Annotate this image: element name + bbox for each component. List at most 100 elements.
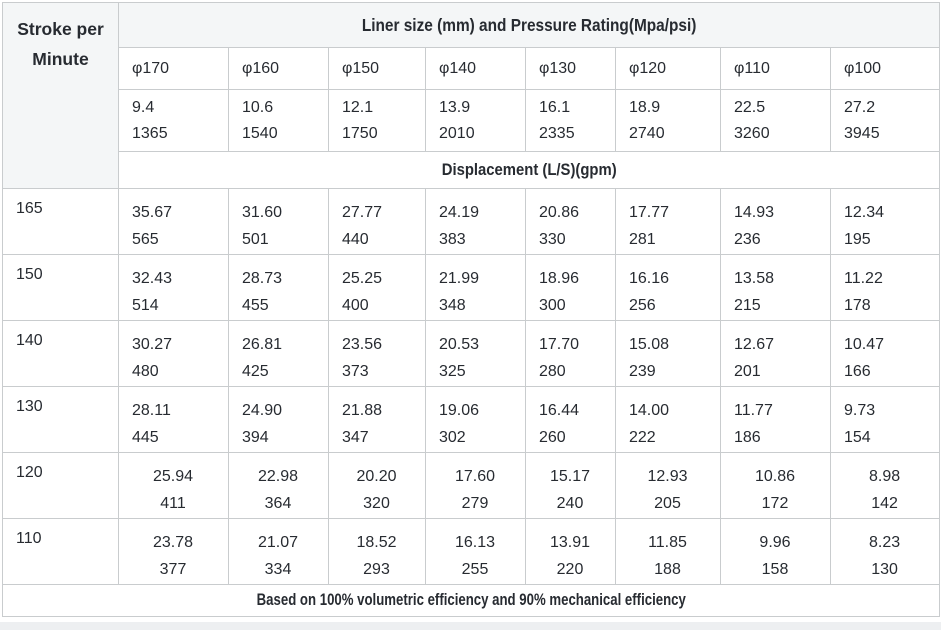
displacement-gpm: 383 xyxy=(439,231,466,248)
pressure-psi: 3945 xyxy=(844,124,880,142)
pressure-psi: 2740 xyxy=(629,124,665,142)
displacement-gpm: 480 xyxy=(132,363,159,380)
displacement-cell: 24.19 383 xyxy=(425,188,526,255)
stroke-value: 165 xyxy=(2,188,119,255)
efficiency-note: Based on 100% volumetric efficiency and … xyxy=(1,584,941,617)
displacement-cell: 13.91 220 xyxy=(525,518,616,585)
liner-size-row: φ170 φ160 φ150 φ140 φ130 φ120 φ110 φ100 xyxy=(3,47,941,90)
displacement-lps: 15.17 xyxy=(549,468,591,485)
pressure-mpa: 22.5 xyxy=(734,98,766,116)
pump-displacement-table: Stroke per Minute Liner size (mm) and Pr… xyxy=(1,2,941,617)
displacement-lps: 31.60 xyxy=(242,204,283,221)
displacement-gpm: 142 xyxy=(871,495,898,512)
displacement-cell: 21.99 348 xyxy=(425,254,526,321)
pressure-psi: 1750 xyxy=(342,124,378,142)
displacement-cell: 20.53 325 xyxy=(425,320,526,387)
displacement-header: Displacement (L/S)(gpm) xyxy=(117,151,941,189)
displacement-gpm: 188 xyxy=(654,561,681,578)
pressure-mpa: 9.4 xyxy=(132,98,155,116)
displacement-cell: 19.06 302 xyxy=(425,386,526,453)
displacement-lps: 23.56 xyxy=(342,336,383,353)
pressure-mpa: 12.1 xyxy=(342,98,374,116)
pressure-mpa: 13.9 xyxy=(439,98,471,116)
pressure-psi: 1365 xyxy=(132,124,168,142)
displacement-lps: 18.52 xyxy=(356,534,397,551)
displacement-gpm: 222 xyxy=(629,429,656,446)
displacement-gpm: 514 xyxy=(132,297,159,314)
displacement-lps: 21.99 xyxy=(439,270,480,287)
displacement-lps: 21.07 xyxy=(257,534,299,551)
displacement-lps: 25.94 xyxy=(152,468,194,485)
displacement-cell: 11.22 178 xyxy=(829,254,941,321)
displacement-cell: 28.73 455 xyxy=(228,254,329,321)
displacement-cell: 20.20 320 xyxy=(328,452,426,519)
displacement-gpm: 166 xyxy=(844,363,871,380)
displacement-gpm: 348 xyxy=(439,297,466,314)
pressure-psi: 2335 xyxy=(539,124,575,142)
displacement-cell: 35.67 565 xyxy=(118,188,229,255)
displacement-lps: 35.67 xyxy=(132,204,173,221)
displacement-cell: 16.16 256 xyxy=(615,254,721,321)
displacement-lps: 11.85 xyxy=(648,534,687,551)
displacement-gpm: 280 xyxy=(539,363,566,380)
displacement-cell: 23.56 373 xyxy=(328,320,426,387)
displacement-gpm: 293 xyxy=(363,561,390,578)
displacement-lps: 17.60 xyxy=(454,468,496,485)
displacement-cell: 32.43 514 xyxy=(118,254,229,321)
pressure-rating-cell: 12.1 1750 xyxy=(328,89,426,152)
pressure-rating-row: 9.4 1365 10.6 1540 12.1 1750 13.9 2010 16.1 2… xyxy=(3,89,941,152)
displacement-gpm: 565 xyxy=(132,231,159,248)
pressure-psi: 2010 xyxy=(439,124,475,142)
table-row: 165 35.67 565 31.60 501 27.77 440 24.19 383 … xyxy=(2,188,941,255)
liner-size-cell: φ140 xyxy=(425,47,526,90)
displacement-gpm: 172 xyxy=(761,495,789,512)
pressure-rating-cell: 22.5 3260 xyxy=(720,89,831,152)
displacement-gpm: 154 xyxy=(844,429,871,446)
stroke-value: 130 xyxy=(2,386,119,453)
table-row: 110 23.78 377 21.07 334 18.52 293 16.13 255 … xyxy=(2,518,941,585)
displacement-lps: 14.00 xyxy=(629,402,670,419)
displacement-gpm: 178 xyxy=(844,297,871,314)
displacement-cell: 18.96 300 xyxy=(525,254,616,321)
liner-size-cell: φ150 xyxy=(328,47,426,90)
displacement-lps: 10.86 xyxy=(754,468,796,485)
header-row: Stroke per Minute Liner size (mm) and Pr… xyxy=(2,2,941,189)
displacement-cell: 8.23 130 xyxy=(829,518,941,585)
displacement-gpm: 445 xyxy=(132,429,159,446)
displacement-gpm: 255 xyxy=(461,561,489,578)
displacement-cell: 15.08 239 xyxy=(615,320,721,387)
displacement-gpm: 394 xyxy=(242,429,269,446)
displacement-gpm: 411 xyxy=(160,495,186,512)
displacement-gpm: 334 xyxy=(264,561,292,578)
displacement-lps: 23.78 xyxy=(152,534,194,551)
displacement-gpm: 130 xyxy=(871,561,898,578)
displacement-gpm: 373 xyxy=(342,363,369,380)
displacement-cell: 18.52 293 xyxy=(328,518,426,585)
displacement-gpm: 440 xyxy=(342,231,369,248)
displacement-gpm: 201 xyxy=(734,363,761,380)
displacement-lps: 12.67 xyxy=(734,336,775,353)
displacement-lps: 13.91 xyxy=(549,534,591,551)
displacement-gpm: 302 xyxy=(439,429,466,446)
displacement-gpm: 347 xyxy=(342,429,369,446)
displacement-lps: 28.11 xyxy=(132,402,171,419)
displacement-cell: 10.86 172 xyxy=(720,452,831,519)
displacement-cell: 21.07 334 xyxy=(228,518,329,585)
displacement-lps: 9.73 xyxy=(844,402,876,419)
displacement-lps: 21.88 xyxy=(342,402,383,419)
liner-size-cell: φ170 xyxy=(118,47,229,90)
pressure-mpa: 10.6 xyxy=(242,98,274,116)
pressure-mpa: 16.1 xyxy=(539,98,571,116)
displacement-header-row: Displacement (L/S)(gpm) xyxy=(3,151,941,189)
displacement-gpm: 400 xyxy=(342,297,369,314)
footer-row: Based on 100% volumetric efficiency and … xyxy=(1,584,941,617)
liner-size-cell: φ100 xyxy=(829,47,941,90)
displacement-cell: 14.93 236 xyxy=(720,188,831,255)
pressure-psi: 3260 xyxy=(734,124,770,142)
displacement-lps: 32.43 xyxy=(132,270,173,287)
displacement-gpm: 215 xyxy=(734,297,761,314)
displacement-cell: 16.44 260 xyxy=(525,386,616,453)
table-row: 120 25.94 411 22.98 364 20.20 320 17.60 279 … xyxy=(2,452,941,519)
displacement-lps: 13.58 xyxy=(734,270,775,287)
